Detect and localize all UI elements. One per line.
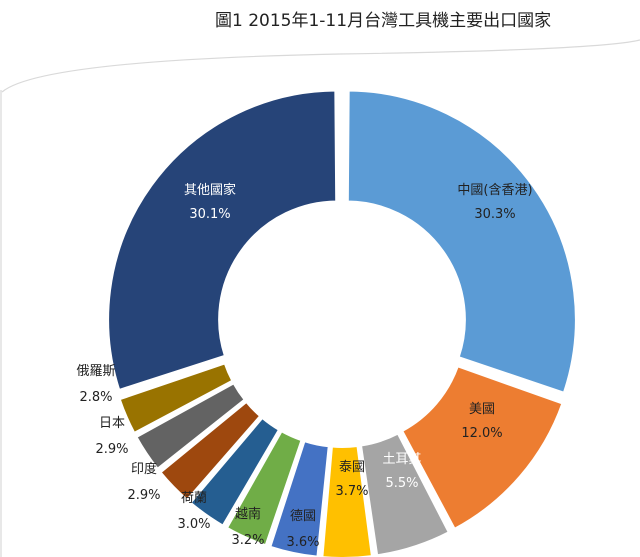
slice-value-7: 2.9% — [127, 488, 160, 503]
chart-title: 圖1 2015年1-11月台灣工具機主要出口國家 — [215, 11, 552, 31]
slice-value-1: 12.0% — [461, 426, 502, 441]
slice-name-9: 俄羅斯 — [76, 364, 115, 379]
slice-2 — [359, 432, 451, 557]
slice-value-6: 3.0% — [177, 517, 210, 532]
slice-value-5: 3.2% — [231, 533, 264, 548]
slice-value-9: 2.8% — [79, 390, 112, 405]
label-group: 中國(含香港) 30.3% 美國 12.0% 土耳其 5.5% 泰國 3.7% 德國 3.6% 越南… — [76, 182, 532, 550]
slice-name-7: 印度 — [131, 461, 157, 477]
slice-name-3: 泰國 — [339, 460, 365, 475]
slice-group — [107, 89, 577, 557]
slice-name-2: 土耳其 — [382, 452, 421, 467]
slice-10 — [107, 89, 338, 392]
slice-6 — [189, 416, 281, 527]
slice-name-4: 德國 — [290, 509, 316, 524]
slice-9 — [118, 362, 234, 435]
slice-value-8: 2.9% — [95, 442, 128, 457]
slice-5 — [225, 429, 303, 547]
slice-name-6: 荷蘭 — [181, 490, 207, 506]
slice-name-1: 美國 — [469, 402, 495, 417]
slice-name-8: 日本 — [99, 416, 125, 431]
slice-value-10: 30.1% — [189, 207, 230, 222]
slice-1 — [400, 365, 564, 531]
slice-value-2: 5.5% — [385, 476, 418, 491]
slice-4 — [269, 439, 330, 557]
slice-name-0: 中國(含香港) — [457, 182, 532, 198]
slice-0 — [346, 89, 577, 394]
slice-value-0: 30.3% — [474, 207, 515, 222]
slice-7 — [159, 400, 262, 502]
slice-name-10: 其他國家 — [184, 182, 236, 198]
slice-8 — [135, 381, 246, 471]
slice-value-3: 3.7% — [335, 484, 368, 499]
slice-value-4: 3.6% — [286, 535, 319, 550]
chart-frame-curve — [1, 39, 640, 93]
slice-name-5: 越南 — [235, 506, 261, 522]
slice-3 — [321, 444, 374, 557]
